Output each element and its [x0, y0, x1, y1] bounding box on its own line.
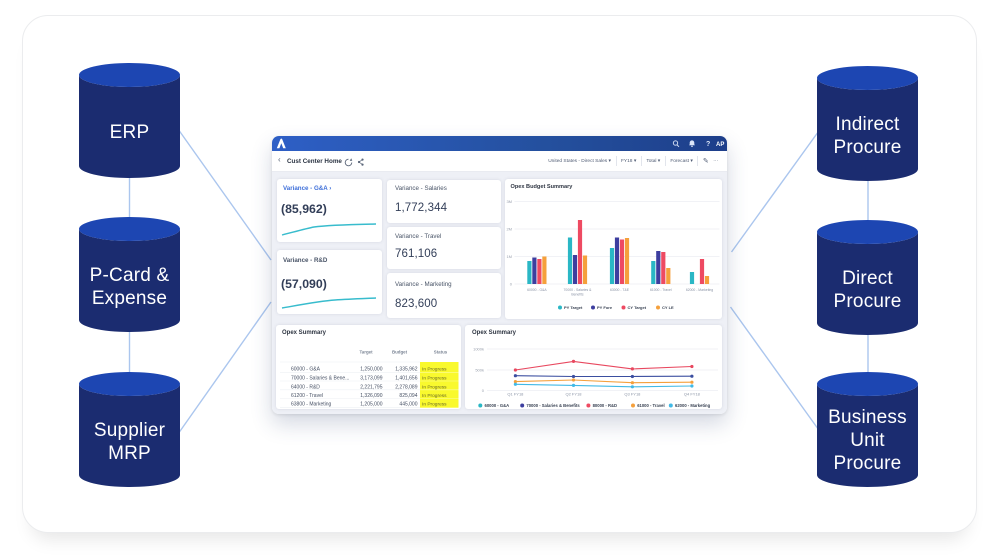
svg-text:61000 - Travel: 61000 - Travel [649, 288, 671, 292]
svg-text:1,205,000: 1,205,000 [360, 401, 382, 407]
svg-text:1,335,962: 1,335,962 [395, 367, 417, 373]
svg-text:?: ? [706, 141, 710, 148]
svg-text:In Progress: In Progress [422, 401, 447, 407]
svg-text:In Progress: In Progress [422, 376, 447, 382]
svg-text:0: 0 [482, 388, 485, 393]
svg-text:AP: AP [716, 142, 724, 148]
svg-text:In Progress: In Progress [422, 393, 447, 399]
svg-text:1M: 1M [506, 254, 512, 259]
svg-text:PY Fore: PY Fore [597, 305, 613, 310]
svg-text:2M: 2M [506, 227, 512, 232]
svg-text:80000 - R&D: 80000 - R&D [593, 403, 617, 408]
svg-text:CY Target: CY Target [627, 305, 646, 310]
svg-text:2,221,795: 2,221,795 [360, 384, 382, 390]
svg-text:62000 - Marketing: 62000 - Marketing [675, 403, 711, 408]
svg-text:1,250,000: 1,250,000 [360, 367, 382, 373]
svg-text:1,401,656: 1,401,656 [395, 376, 417, 382]
svg-text:500k: 500k [475, 368, 484, 373]
svg-text:61000 - Travel: 61000 - Travel [637, 403, 664, 408]
svg-text:445,000: 445,000 [399, 401, 417, 407]
svg-text:Q3 FY18: Q3 FY18 [624, 392, 641, 397]
svg-text:Q2 FY18: Q2 FY18 [565, 392, 582, 397]
svg-text:Budget: Budget [392, 350, 408, 355]
svg-text:1,326,090: 1,326,090 [360, 393, 382, 399]
svg-text:64000 - R&D: 64000 - R&D [291, 384, 320, 390]
svg-text:In Progress: In Progress [422, 384, 447, 390]
svg-text:0: 0 [509, 282, 512, 287]
svg-text:60000 - G&A: 60000 - G&A [485, 403, 510, 408]
svg-text:Q4 FY18: Q4 FY18 [684, 392, 701, 397]
svg-text:3M: 3M [506, 199, 512, 204]
svg-text:60000 - G&A: 60000 - G&A [527, 288, 547, 292]
svg-text:63000 - T&E: 63000 - T&E [610, 288, 630, 292]
svg-text:Q1 FY18: Q1 FY18 [507, 392, 524, 397]
svg-text:Benefits: Benefits [571, 293, 584, 297]
svg-text:Status: Status [434, 350, 448, 355]
svg-text:61200 - Travel: 61200 - Travel [291, 393, 323, 399]
svg-text:3,173,099: 3,173,099 [360, 376, 382, 382]
svg-text:Target: Target [359, 350, 373, 355]
svg-text:62000 - Marketing: 62000 - Marketing [685, 288, 712, 292]
svg-text:63800 - Marketing: 63800 - Marketing [291, 401, 332, 407]
svg-text:70000 - Salaries & Benefits: 70000 - Salaries & Benefits [526, 403, 580, 408]
svg-text:1000k: 1000k [473, 347, 484, 352]
svg-text:In Progress: In Progress [422, 367, 447, 373]
svg-text:60000 - G&A: 60000 - G&A [291, 367, 321, 373]
svg-text:PY Target: PY Target [564, 305, 583, 310]
svg-text:825,094: 825,094 [399, 393, 417, 399]
svg-text:70000 - Salaries & Bene...: 70000 - Salaries & Bene... [291, 376, 349, 382]
svg-text:70000 - Salaries &: 70000 - Salaries & [563, 288, 592, 292]
svg-text:CY LE: CY LE [662, 305, 674, 310]
svg-text:2,278,089: 2,278,089 [395, 384, 417, 390]
